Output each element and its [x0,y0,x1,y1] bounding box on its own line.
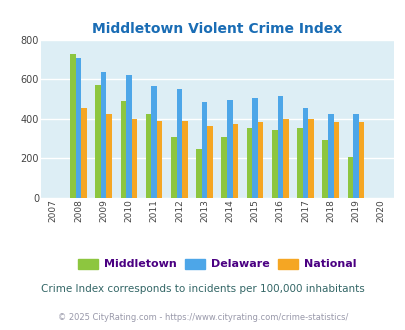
Bar [126,75,131,198]
Legend: Middletown, Delaware, National: Middletown, Delaware, National [73,254,360,274]
Bar [347,157,352,198]
Bar [81,108,87,198]
Bar [95,85,101,198]
Bar [182,121,187,198]
Bar [75,58,81,198]
Bar [221,137,226,198]
Bar [277,96,282,198]
Bar [145,115,151,198]
Bar [207,126,212,198]
Bar [282,119,288,198]
Bar [106,114,112,198]
Bar [271,130,277,198]
Bar [171,137,176,198]
Bar [196,149,201,198]
Bar [101,72,106,198]
Bar [176,89,182,198]
Bar [252,98,257,198]
Bar [226,100,232,198]
Bar [246,128,252,198]
Bar [296,128,302,198]
Title: Middletown Violent Crime Index: Middletown Violent Crime Index [92,22,341,36]
Bar [307,119,313,198]
Bar [151,86,156,198]
Bar [201,102,207,198]
Bar [257,122,263,198]
Bar [120,101,126,198]
Bar [333,122,338,198]
Bar [302,108,307,198]
Bar [131,119,137,198]
Bar [232,124,238,198]
Bar [352,115,358,198]
Bar [70,54,75,198]
Text: © 2025 CityRating.com - https://www.cityrating.com/crime-statistics/: © 2025 CityRating.com - https://www.city… [58,313,347,322]
Bar [358,122,363,198]
Bar [156,121,162,198]
Text: Crime Index corresponds to incidents per 100,000 inhabitants: Crime Index corresponds to incidents per… [41,284,364,294]
Bar [327,115,333,198]
Bar [322,140,327,198]
